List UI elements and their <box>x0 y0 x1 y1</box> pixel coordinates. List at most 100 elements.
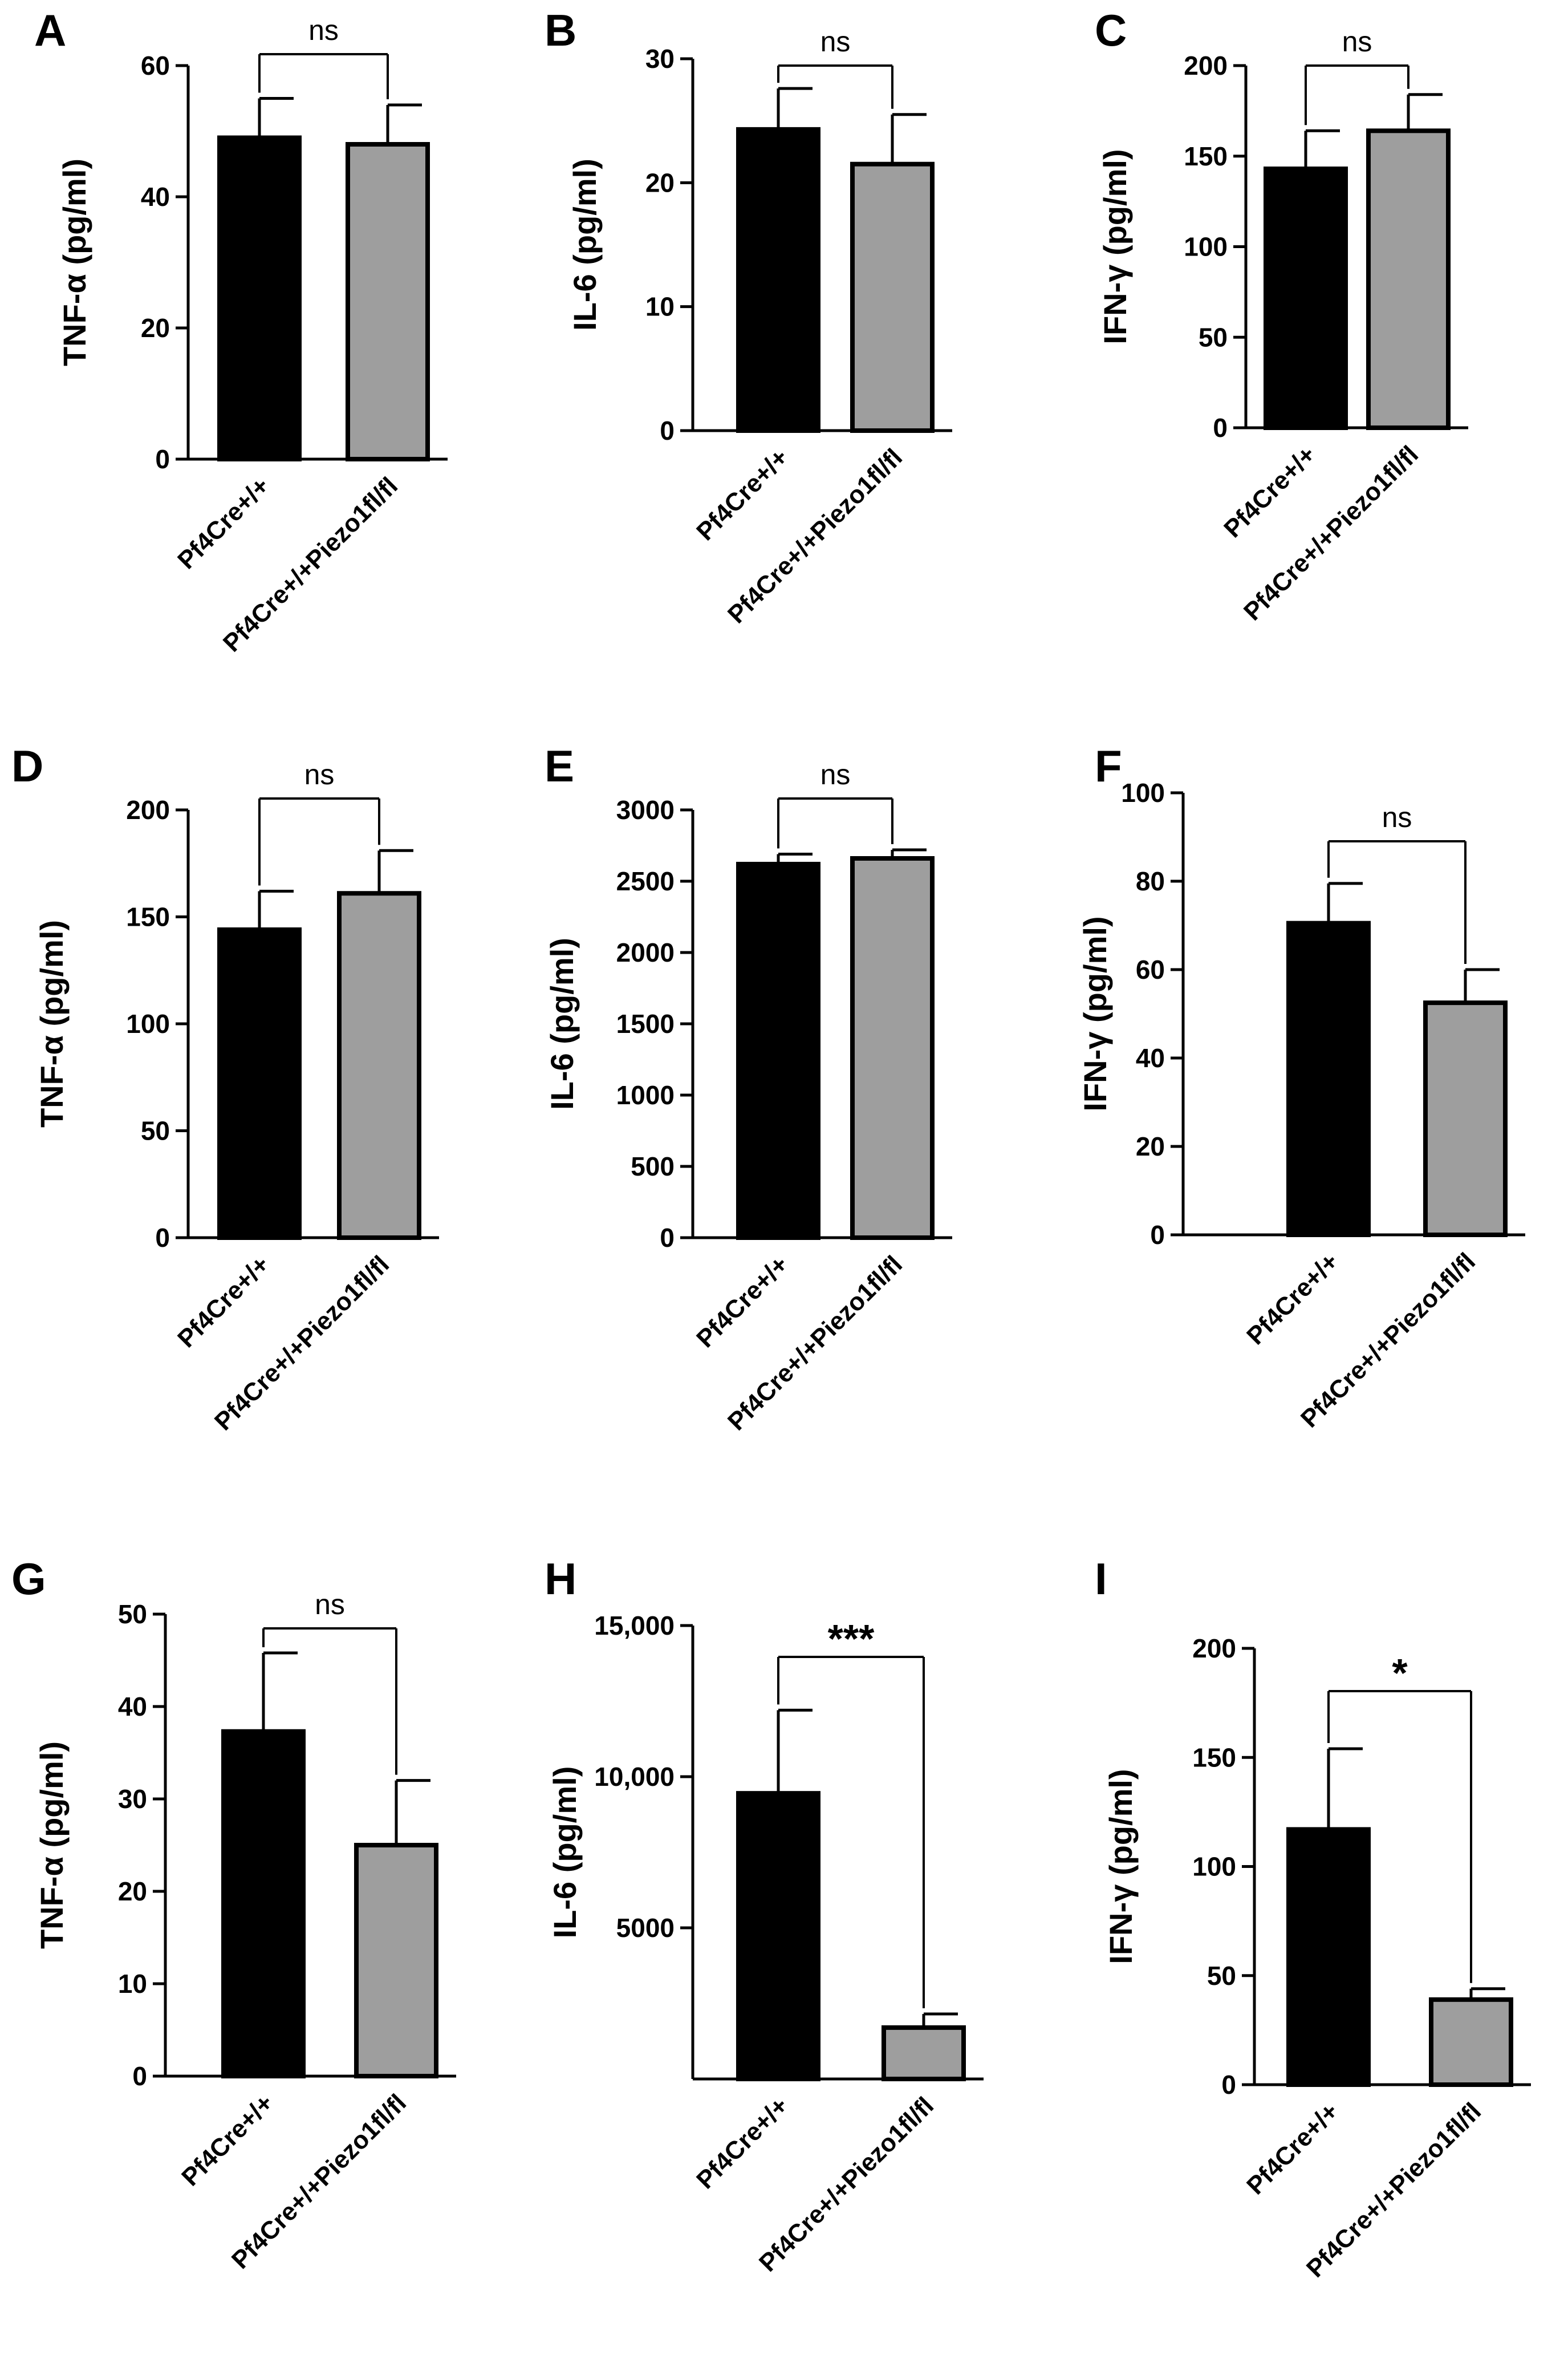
panel-b-category-label-1: Pf4Cre+/+ <box>691 443 794 546</box>
panel-h-bar-1 <box>736 1791 820 2081</box>
panel-f-bar-2 <box>1423 1000 1508 1237</box>
panel-b-ytick-label: 0 <box>660 416 675 445</box>
panel-g-category-label-1: Pf4Cre+/+ <box>176 2089 279 2191</box>
panel-b-ytick-label: 10 <box>645 292 675 322</box>
panel-g-ytick-label: 40 <box>118 1692 147 1721</box>
panel-b-ytick-label: 20 <box>645 168 675 197</box>
panel-f-ytick-label: 100 <box>1121 778 1165 808</box>
panel-c-ytick-label: 0 <box>1213 413 1228 443</box>
panel-e-y-label: IL-6 (pg/ml) <box>544 938 580 1110</box>
panel-i-bar-1 <box>1286 1827 1371 2088</box>
panel-g-ytick-label: 50 <box>118 1599 147 1629</box>
panel-i-ytick-label: 0 <box>1221 2070 1236 2100</box>
panel-d-ytick-label: 50 <box>141 1116 170 1146</box>
panel-a-ytick-label: 60 <box>141 51 170 80</box>
panel-i-letter: I <box>1095 1554 1107 1604</box>
panel-c-bar-1 <box>1264 166 1348 430</box>
panel-b-ytick-label: 30 <box>645 44 675 74</box>
panel-i-ytick-label: 200 <box>1192 1634 1236 1663</box>
panel-a-category-label-1: Pf4Cre+/+ <box>172 472 275 574</box>
panel-b-bar-2 <box>850 161 935 433</box>
panel-g-bar-2 <box>354 1843 438 2078</box>
panel-f-ytick-label: 20 <box>1136 1132 1165 1161</box>
panel-d-ytick-label: 0 <box>155 1223 170 1253</box>
panel-h-y-label: IL-6 (pg/ml) <box>547 1766 583 1939</box>
panel-a-ytick-label: 20 <box>141 313 170 343</box>
panel-a-letter: A <box>34 5 66 55</box>
panel-e-ytick-label: 0 <box>660 1223 675 1253</box>
panel-d-y-label: TNF-α (pg/ml) <box>34 920 70 1128</box>
panel-e-significance: ns <box>820 759 851 791</box>
panel-b-significance: ns <box>820 26 851 58</box>
panel-f-ytick-label: 60 <box>1136 955 1165 984</box>
panel-f-ytick-label: 0 <box>1150 1220 1165 1250</box>
panel-d-ytick-label: 150 <box>126 902 170 932</box>
panel-c-ytick-label: 50 <box>1199 322 1228 352</box>
panel-e-bar-1 <box>736 862 820 1240</box>
panel-e-bar-2 <box>850 856 935 1240</box>
panel-e-ytick-label: 3000 <box>616 795 675 825</box>
panel-c-y-label: IFN-γ (pg/ml) <box>1097 149 1133 344</box>
panel-g-ytick-label: 10 <box>118 1969 147 1999</box>
panel-c-category-label-2: Pf4Cre+/+Piezo1fl/fl <box>1238 440 1424 626</box>
panel-e-ytick-label: 500 <box>631 1152 675 1181</box>
panel-h-ytick-label: 5000 <box>616 1913 675 1943</box>
panel-g-ytick-label: 20 <box>118 1876 147 1906</box>
panel-e-category-label-1: Pf4Cre+/+ <box>691 1250 794 1353</box>
panel-f-bar-1 <box>1286 921 1371 1237</box>
panel-a-ytick-label: 40 <box>141 182 170 212</box>
panel-a-y-label: TNF-α (pg/ml) <box>56 159 92 366</box>
panel-g-significance: ns <box>315 1588 345 1620</box>
panel-f-ytick-label: 40 <box>1136 1043 1165 1073</box>
panel-e-ytick-label: 1000 <box>616 1080 675 1110</box>
panel-h-category-label-1: Pf4Cre+/+ <box>691 2092 794 2194</box>
panel-g-y-label: TNF-α (pg/ml) <box>34 1741 70 1949</box>
panel-f-significance: ns <box>1382 801 1412 833</box>
panel-i-significance: * <box>1392 1651 1408 1695</box>
panel-e-ytick-label: 2500 <box>616 866 675 896</box>
panel-f-ytick-label: 80 <box>1136 866 1165 896</box>
panel-d-ytick-label: 200 <box>126 795 170 825</box>
panel-h-significance: *** <box>828 1616 875 1661</box>
panel-g-letter: G <box>11 1554 46 1604</box>
panel-e-letter: E <box>545 741 574 791</box>
panel-d-significance: ns <box>304 759 335 791</box>
panel-i-bar-2 <box>1429 1997 1513 2087</box>
panel-b-y-label: IL-6 (pg/ml) <box>567 159 603 331</box>
panel-b-bar-1 <box>736 127 820 433</box>
panel-d-ytick-label: 100 <box>126 1009 170 1039</box>
panel-h-ytick-label: 10,000 <box>594 1762 675 1792</box>
panel-d-category-label-1: Pf4Cre+/+ <box>172 1250 275 1353</box>
panel-f-category-label-1: Pf4Cre+/+ <box>1241 1247 1344 1350</box>
panel-e-ytick-label: 1500 <box>616 1009 675 1039</box>
panel-g-ytick-label: 30 <box>118 1784 147 1814</box>
panel-c-category-label-1: Pf4Cre+/+ <box>1218 440 1321 543</box>
panel-c-letter: C <box>1095 5 1127 55</box>
panel-i-ytick-label: 100 <box>1192 1852 1236 1882</box>
panel-c-bar-2 <box>1366 128 1451 431</box>
panel-a-ytick-label: 0 <box>155 444 170 474</box>
panel-d-bar-1 <box>217 927 302 1240</box>
panel-a-significance: ns <box>308 14 339 46</box>
panel-f-y-label: IFN-γ (pg/ml) <box>1077 916 1113 1111</box>
panel-c-ytick-label: 150 <box>1184 141 1228 171</box>
panel-i-ytick-label: 50 <box>1207 1961 1236 1991</box>
panel-a-bar-1 <box>217 135 302 461</box>
panel-h-ytick-label: 15,000 <box>594 1611 675 1640</box>
panel-d-letter: D <box>11 741 43 791</box>
panel-i-ytick-label: 150 <box>1192 1742 1236 1772</box>
panel-h-letter: H <box>545 1554 576 1604</box>
panel-i-y-label: IFN-γ (pg/ml) <box>1103 1769 1139 1964</box>
panel-g-ytick-label: 0 <box>132 2061 147 2091</box>
panel-g-bar-1 <box>221 1729 306 2078</box>
panel-c-ytick-label: 100 <box>1184 232 1228 262</box>
panel-f-letter: F <box>1095 741 1122 791</box>
panel-c-significance: ns <box>1342 26 1372 58</box>
panel-c-ytick-label: 200 <box>1184 51 1228 80</box>
panel-d-bar-2 <box>337 891 421 1240</box>
panel-e-ytick-label: 2000 <box>616 938 675 967</box>
panel-h-bar-2 <box>882 2025 966 2081</box>
panel-a-bar-2 <box>346 142 430 461</box>
panel-i-category-label-1: Pf4Cre+/+ <box>1241 2097 1344 2200</box>
